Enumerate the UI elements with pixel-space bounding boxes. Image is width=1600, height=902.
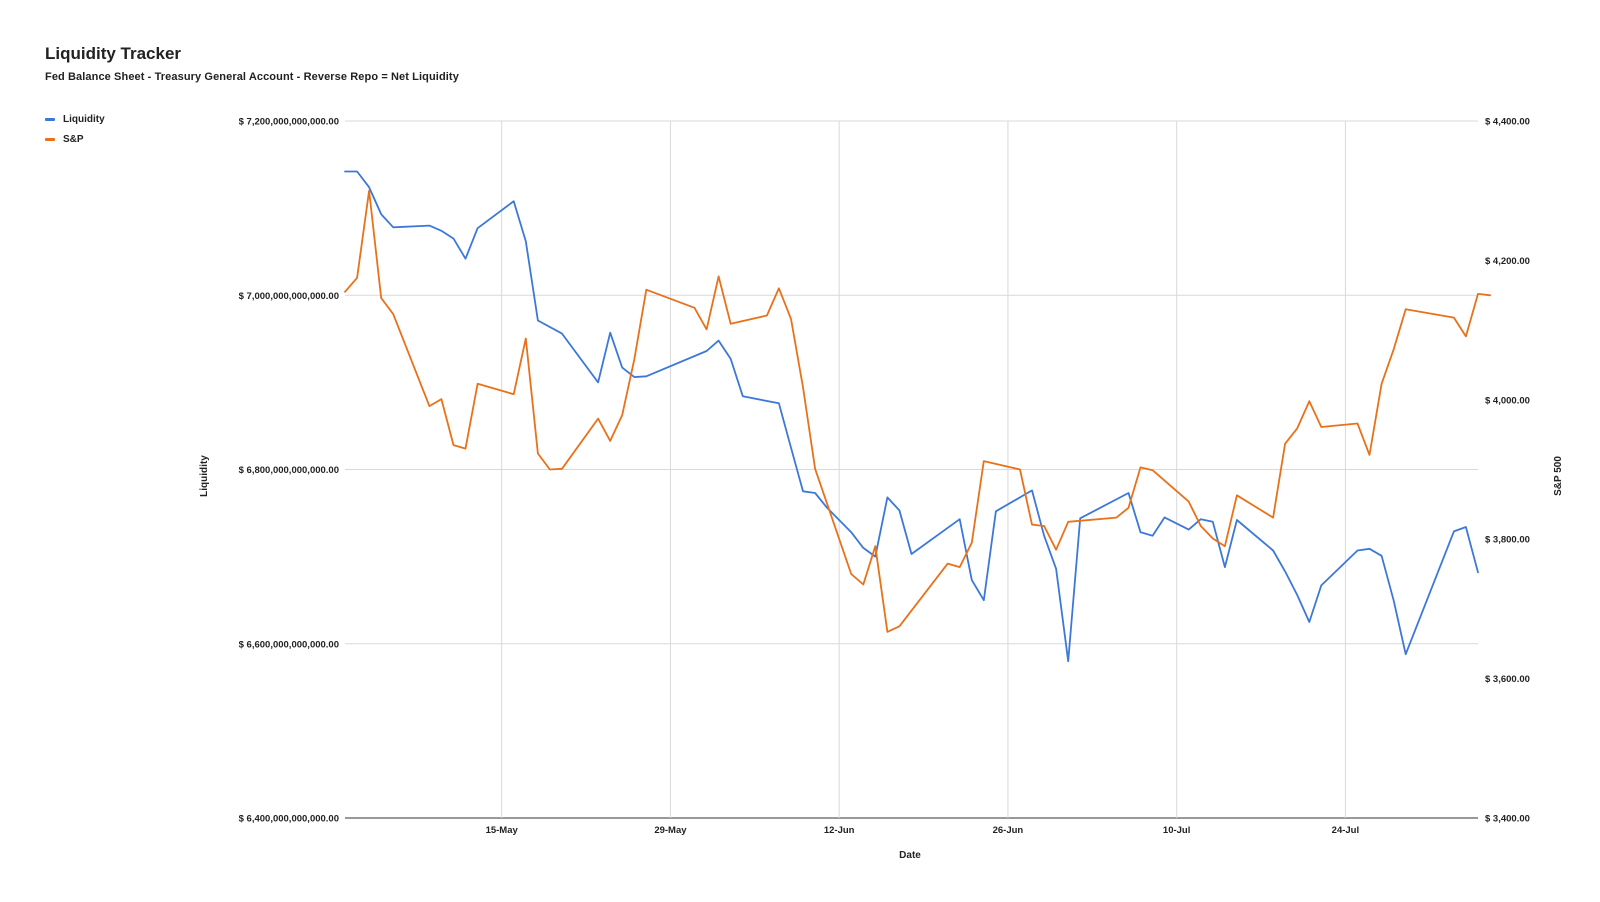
legend-item-liquidity[interactable]: Liquidity — [45, 112, 105, 126]
legend: Liquidity S&P — [45, 112, 105, 152]
y-axis-title-right: S&P 500 — [1553, 456, 1564, 496]
gridlines — [345, 120, 1478, 819]
x-tick-label: 26-Jun — [993, 825, 1024, 836]
y-tick-label-left: $ 7,200,000,000,000.00 — [239, 117, 339, 128]
legend-swatch-liquidity — [45, 117, 55, 121]
x-tick-label: 15-May — [486, 825, 519, 836]
y-tick-label-right: $ 3,800.00 — [1485, 535, 1530, 546]
x-tick-label: 29-May — [654, 825, 687, 836]
x-tick-label: 24-Jul — [1332, 825, 1359, 836]
tick-labels: $ 6,400,000,000,000.00 $ 6,600,000,000,00… — [239, 117, 1530, 837]
legend-swatch-sp — [45, 137, 55, 141]
y-tick-label-right: $ 4,200.00 — [1485, 256, 1530, 267]
y-tick-label-left: $ 6,600,000,000,000.00 — [239, 639, 339, 650]
y-axis-title-left: Liquidity — [199, 455, 210, 497]
legend-label-sp: S&P — [63, 133, 84, 145]
y-tick-label-left: $ 7,000,000,000,000.00 — [239, 291, 339, 302]
legend-item-sp[interactable]: S&P — [45, 132, 105, 146]
y-tick-label-right: $ 3,600.00 — [1485, 674, 1530, 685]
y-tick-label-left: $ 6,800,000,000,000.00 — [239, 465, 339, 476]
x-tick-label: 10-Jul — [1163, 825, 1190, 836]
chart-subtitle: Fed Balance Sheet - Treasury General Acc… — [45, 71, 459, 83]
chart-title: Liquidity Tracker — [45, 44, 182, 63]
y-tick-label-right: $ 4,000.00 — [1485, 395, 1530, 406]
x-tick-label: 12-Jun — [824, 825, 855, 836]
series-line-liquidity[interactable] — [344, 170, 1479, 663]
series-lines — [344, 170, 1491, 663]
y-tick-label-left: $ 6,400,000,000,000.00 — [239, 814, 339, 825]
x-axis-title: Date — [899, 850, 921, 861]
y-tick-label-right: $ 4,400.00 — [1485, 117, 1530, 128]
series-line-sp[interactable] — [344, 189, 1491, 633]
y-tick-label-right: $ 3,400.00 — [1485, 814, 1530, 825]
legend-label-liquidity: Liquidity — [63, 113, 105, 125]
